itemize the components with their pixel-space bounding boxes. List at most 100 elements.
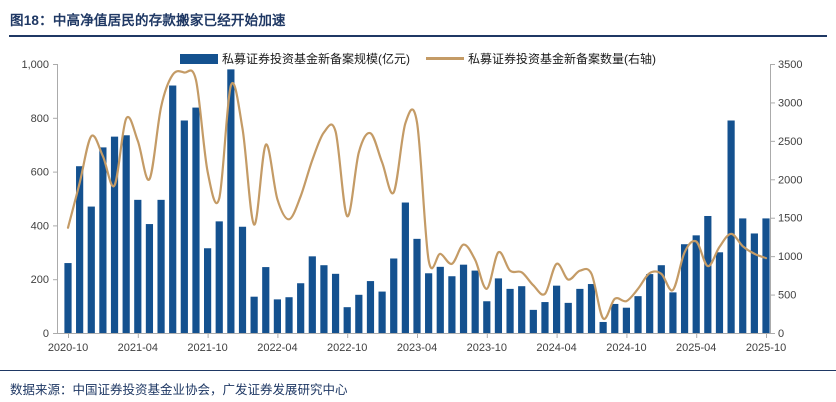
axis-tick-label: 1000 [778, 251, 802, 263]
bar [750, 233, 758, 333]
bar [238, 226, 247, 333]
bar [273, 299, 281, 334]
axis-tick-label: 2025-04 [676, 342, 716, 354]
axis-tick-label: 1,000 [21, 59, 49, 71]
bar [401, 202, 409, 333]
axis-tick-label: 2021-10 [187, 342, 227, 354]
bar [715, 252, 724, 333]
bar [448, 276, 456, 333]
line-series [66, 69, 768, 320]
axis-tick-label: 2020-10 [48, 342, 88, 354]
bar [657, 265, 665, 333]
axis-tick-label: 2000 [778, 174, 802, 186]
bar [180, 120, 188, 334]
bar [331, 273, 340, 333]
bar [425, 273, 433, 333]
footer-source: 数据来源：中国证券投资基金业协会，广发证券发展研究中心 [10, 383, 348, 397]
bar [564, 302, 572, 333]
bar [518, 286, 526, 333]
bar [308, 256, 316, 333]
bar [378, 291, 386, 333]
bar [739, 218, 747, 333]
bar [704, 215, 712, 333]
bar [99, 147, 107, 333]
axis-tick-label: 3500 [778, 59, 802, 71]
legend-bar-label: 私募证券投资基金新备案规模(亿元) [222, 52, 410, 66]
bar [413, 238, 421, 333]
bar [529, 309, 537, 333]
bar [145, 224, 154, 333]
bar [64, 263, 72, 333]
chart-legend: 私募证券投资基金新备案规模(亿元) 私募证券投资基金新备案数量(右轴) [0, 50, 836, 67]
axis-tick-label: 600 [31, 167, 49, 179]
chart-area: 私募证券投资基金新备案规模(亿元) 私募证券投资基金新备案数量(右轴) 0 200… [0, 37, 836, 370]
bar [587, 284, 596, 333]
bar [541, 302, 549, 333]
footer-row: 数据来源：中国证券投资基金业协会，广发证券发展研究中心 [0, 371, 836, 399]
axis-tick-label: 500 [778, 290, 796, 302]
legend-item-line: 私募证券投资基金新备案数量(右轴) [426, 50, 656, 67]
bar [622, 307, 630, 333]
bar [262, 267, 270, 333]
bar [669, 292, 677, 333]
bar [762, 218, 770, 333]
bar [285, 297, 293, 333]
bar [680, 244, 689, 333]
bar [727, 120, 735, 334]
bar [169, 85, 177, 333]
axis-tick-label: 400 [31, 220, 49, 232]
bar [506, 288, 514, 333]
bar [634, 296, 642, 333]
axis-tick-label: 1500 [778, 213, 802, 225]
axis-labels: 0 200 400 600 800 1,000 0 500 1000 1500 2000 2500 30… [21, 59, 802, 354]
bar [692, 235, 700, 333]
bar [297, 283, 305, 333]
bar [122, 135, 130, 333]
axis-tick-label: 800 [31, 113, 49, 125]
title-rule [9, 35, 827, 37]
bar [576, 288, 584, 333]
legend-item-bars: 私募证券投资基金新备案规模(亿元) [180, 50, 410, 67]
axis-tick-label: 2025-10 [746, 342, 786, 354]
bar [320, 265, 328, 333]
axis-tick-label: 0 [43, 328, 49, 340]
legend-line-label: 私募证券投资基金新备案数量(右轴) [468, 52, 656, 66]
line-swatch [426, 57, 464, 60]
axes [53, 64, 775, 338]
title-row: 图18：中高净值居民的存款搬家已经开始加速 [0, 0, 836, 35]
bar [646, 274, 654, 333]
bar [76, 166, 84, 333]
axis-tick-label: 0 [778, 328, 784, 340]
bar [110, 136, 119, 333]
bar [611, 303, 619, 333]
bar-swatch [180, 53, 218, 64]
bar [390, 258, 398, 333]
axis-tick-label: 3000 [778, 97, 802, 109]
page-title: 图18：中高净值居民的存款搬家已经开始加速 [10, 13, 286, 28]
bar [250, 296, 258, 333]
axis-tick-label: 2021-04 [118, 342, 158, 354]
bar [134, 199, 142, 333]
bar [459, 264, 468, 333]
bar [366, 281, 375, 333]
axis-tick-label: 2023-10 [467, 342, 507, 354]
bar [192, 107, 200, 333]
bar [87, 206, 95, 333]
axis-tick-label: 2024-04 [536, 342, 576, 354]
bar [483, 301, 491, 333]
bar [157, 199, 165, 333]
axis-tick-label: 2022-10 [327, 342, 367, 354]
bar [494, 278, 503, 333]
axis-tick-label: 2024-10 [606, 342, 646, 354]
axis-tick-label: 2023-04 [397, 342, 437, 354]
bar [436, 266, 444, 333]
bar [355, 294, 363, 333]
bar [553, 285, 561, 333]
footer-rule [0, 370, 836, 371]
bar [227, 69, 235, 333]
bar [204, 248, 212, 333]
axis-tick-label: 200 [31, 274, 49, 286]
bar [215, 221, 223, 333]
bars-series [64, 69, 770, 334]
bar [599, 321, 607, 333]
